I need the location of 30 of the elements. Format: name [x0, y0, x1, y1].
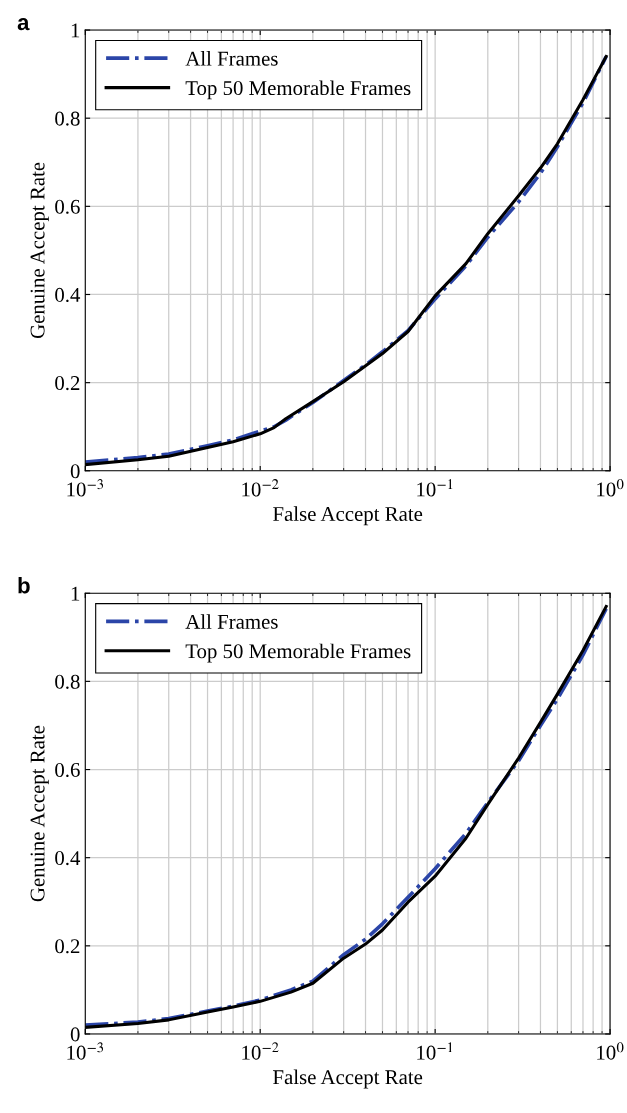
- y-tick-label: 0.6: [55, 762, 80, 778]
- y-tick-label: 0.6: [55, 199, 80, 214]
- y-tick-label: 0.4: [55, 851, 81, 866]
- x-tick-label: 10$^{0}$: [597, 1042, 624, 1060]
- y-tick-label: 0.4: [55, 287, 81, 303]
- y-axis-title: Genuine Accept Rate: [30, 725, 49, 902]
- chart-title: a: [17, 18, 30, 31]
- x-tick-label: 10$^{−3}$: [67, 479, 104, 497]
- y-tick-label: 0.8: [55, 674, 80, 689]
- y-tick-label: 0.2: [55, 939, 80, 954]
- x-axis-title: False Accept Rate: [273, 506, 423, 526]
- x-tick-label: 10$^{0}$: [597, 479, 624, 497]
- y-axis-title: Genuine Accept Rate: [30, 162, 49, 339]
- x-tick-label: 10$^{−3}$: [67, 1042, 104, 1060]
- legend-label: Top 50 Memorable Frames: [185, 643, 411, 663]
- chart-title: b: [18, 577, 30, 594]
- legend-label: All Frames: [185, 51, 278, 66]
- x-tick-label: 10$^{−1}$: [417, 479, 453, 497]
- x-tick-label: 10$^{−2}$: [242, 479, 279, 497]
- y-tick-label: 0: [70, 1027, 80, 1042]
- legend-label: All Frames: [185, 614, 278, 629]
- legend-label: Top 50 Memorable Frames: [185, 80, 411, 100]
- x-tick-label: 10$^{−2}$: [242, 1042, 279, 1060]
- x-axis-title: False Accept Rate: [273, 1069, 423, 1089]
- x-tick-label: 10$^{−1}$: [417, 1042, 453, 1060]
- y-tick-label: 0.2: [55, 376, 80, 391]
- y-tick-label: 0: [70, 464, 80, 479]
- y-tick-label: 0.8: [55, 111, 80, 126]
- y-tick-label: 1: [71, 586, 80, 601]
- y-tick-label: 1: [71, 23, 80, 38]
